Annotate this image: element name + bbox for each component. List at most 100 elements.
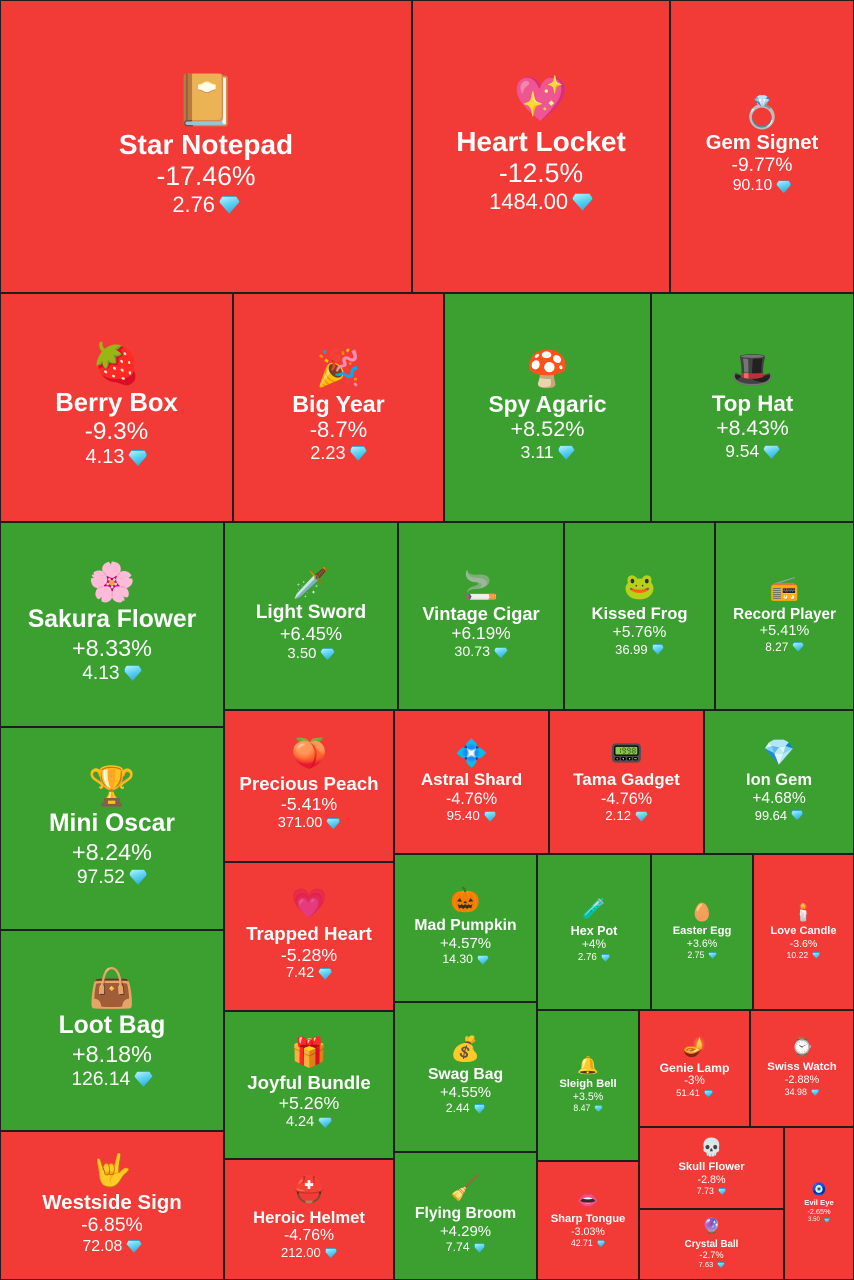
- tile-price-row: 36.99: [615, 642, 664, 658]
- tile-easter-egg[interactable]: 🥚 Easter Egg +3.6% 2.75: [651, 854, 753, 1010]
- tile-name: Record Player: [733, 605, 836, 623]
- tile-name: Sakura Flower: [27, 606, 197, 634]
- tile-flying-broom[interactable]: 🧹 Flying Broom +4.29% 7.74: [394, 1152, 537, 1280]
- ion-gem-icon: 💎: [763, 739, 795, 768]
- tile-price-row: 8.27: [765, 640, 804, 654]
- tile-evil-eye[interactable]: 🧿 Evil Eye -2.65% 3.50: [784, 1127, 854, 1280]
- tile-price-row: 14.30: [442, 952, 489, 967]
- tile-astral-shard[interactable]: 💠 Astral Shard -4.76% 95.40: [394, 710, 549, 854]
- tile-change: +3.6%: [686, 937, 718, 950]
- tile-tama-gadget[interactable]: 📟 Tama Gadget -4.76% 2.12: [549, 710, 704, 854]
- diamond-icon: [600, 953, 611, 962]
- tile-mini-oscar[interactable]: 🏆 Mini Oscar +8.24% 97.52: [0, 727, 224, 930]
- diamond-icon: [473, 1103, 486, 1114]
- tile-change: -5.41%: [280, 794, 338, 815]
- sleigh-bell-icon: 🔔: [577, 1055, 599, 1075]
- tile-price: 14.30: [442, 952, 473, 967]
- tile-light-sword[interactable]: 🗡️ Light Sword +6.45% 3.50: [224, 522, 398, 710]
- tile-love-candle[interactable]: 🕯️ Love Candle -3.6% 10.22: [753, 854, 854, 1010]
- tile-price: 8.47: [573, 1103, 591, 1114]
- tile-price-row: 2.23: [310, 442, 367, 465]
- tile-price-row: 7.42: [285, 965, 333, 983]
- diamond-icon: [703, 1089, 713, 1098]
- tile-name: Crystal Ball: [684, 1238, 739, 1250]
- tile-sleigh-bell[interactable]: 🔔 Sleigh Bell +3.5% 8.47: [537, 1010, 639, 1161]
- diamond-icon: [318, 968, 333, 980]
- tile-genie-lamp[interactable]: 🪔 Genie Lamp -3% 51.41: [639, 1010, 750, 1127]
- tile-swag-bag[interactable]: 💰 Swag Bag +4.55% 2.44: [394, 1002, 537, 1152]
- tile-price: 3.50: [287, 645, 317, 663]
- skull-flower-icon: 💀: [700, 1137, 723, 1158]
- tile-price-row: 3.50: [808, 1217, 830, 1224]
- tile-price: 4.13: [85, 446, 125, 469]
- tile-ion-gem[interactable]: 💎 Ion Gem +4.68% 99.64: [704, 710, 854, 854]
- tile-change: +8.43%: [716, 416, 789, 440]
- tile-crystal-ball[interactable]: 🔮 Crystal Ball -2.7% 7.63: [639, 1209, 784, 1280]
- diamond-icon: [708, 951, 717, 959]
- tile-price: 7.74: [445, 1240, 470, 1255]
- tile-berry-box[interactable]: 🍓 Berry Box -9.3% 4.13: [0, 293, 233, 522]
- tile-star-notepad[interactable]: 📔 Star Notepad -17.46% 2.76: [0, 0, 412, 293]
- tile-record-player[interactable]: 📻 Record Player +5.41% 8.27: [715, 522, 854, 710]
- diamond-icon: [320, 648, 335, 661]
- tile-heroic-helmet[interactable]: ⛑️ Heroic Helmet -4.76% 212.00: [224, 1159, 394, 1280]
- tile-price-row: 8.47: [573, 1103, 603, 1114]
- diamond-icon: [810, 1088, 820, 1096]
- tile-price-row: 212.00: [281, 1245, 337, 1261]
- tile-price-row: 1484.00: [489, 189, 593, 215]
- tile-price: 42.71: [570, 1238, 593, 1249]
- tile-sharp-tongue[interactable]: 👄 Sharp Tongue -3.03% 42.71: [537, 1161, 639, 1280]
- tile-joyful-bundle[interactable]: 🎁 Joyful Bundle +5.26% 4.24: [224, 1011, 394, 1159]
- tile-name: Heart Locket: [456, 125, 626, 157]
- star-notepad-icon: 📔: [174, 72, 238, 129]
- tile-precious-peach[interactable]: 🍑 Precious Peach -5.41% 371.00: [224, 710, 394, 862]
- diamond-icon: [572, 192, 593, 211]
- top-hat-icon: 🎩: [731, 350, 774, 389]
- tile-price: 2.75: [687, 949, 705, 960]
- tile-price: 2.44: [445, 1101, 470, 1116]
- big-year-icon: 🎉: [316, 347, 361, 388]
- tile-gem-signet[interactable]: 💍 Gem Signet -9.77% 90.10: [670, 0, 854, 293]
- tile-price: 99.64: [754, 807, 787, 823]
- diamond-icon: [473, 1242, 486, 1253]
- westside-sign-icon: 🤟: [92, 1152, 132, 1189]
- tile-change: +6.45%: [279, 624, 343, 645]
- tile-change: +4.57%: [439, 935, 492, 953]
- tile-trapped-heart[interactable]: 💗 Trapped Heart -5.28% 7.42: [224, 862, 394, 1011]
- tile-skull-flower[interactable]: 💀 Skull Flower -2.8% 7.73: [639, 1127, 784, 1209]
- tile-mad-pumpkin[interactable]: 🎃 Mad Pumpkin +4.57% 14.30: [394, 854, 537, 1002]
- tile-spy-agaric[interactable]: 🍄 Spy Agaric +8.52% 3.11: [444, 293, 651, 522]
- tile-change: -8.7%: [309, 417, 368, 443]
- tile-price: 4.24: [285, 1113, 315, 1130]
- tile-top-hat[interactable]: 🎩 Top Hat +8.43% 9.54: [651, 293, 854, 522]
- tile-name: Swag Bag: [427, 1066, 504, 1084]
- tile-kissed-frog[interactable]: 🐸 Kissed Frog +5.76% 36.99: [564, 522, 715, 710]
- tile-hex-pot[interactable]: 🧪 Hex Pot +4% 2.76: [537, 854, 651, 1010]
- tile-change: -4.76%: [600, 789, 653, 808]
- tile-big-year[interactable]: 🎉 Big Year -8.7% 2.23: [233, 293, 444, 522]
- diamond-icon: [477, 954, 489, 965]
- tile-vintage-cigar[interactable]: 🚬 Vintage Cigar +6.19% 30.73: [398, 522, 564, 710]
- tile-price-row: 2.44: [445, 1101, 486, 1116]
- diamond-icon: [126, 1239, 142, 1253]
- diamond-icon: [792, 642, 804, 652]
- tile-sakura-flower[interactable]: 🌸 Sakura Flower +8.33% 4.13: [0, 522, 224, 727]
- tile-price-row: 371.00: [278, 815, 341, 833]
- diamond-icon: [483, 810, 497, 822]
- diamond-icon: [326, 817, 341, 830]
- tile-name: Spy Agaric: [488, 390, 607, 417]
- tile-westside-sign[interactable]: 🤟 Westside Sign -6.85% 72.08: [0, 1131, 224, 1280]
- light-sword-icon: 🗡️: [292, 566, 330, 600]
- tile-heart-locket[interactable]: 💖 Heart Locket -12.5% 1484.00: [412, 0, 670, 293]
- tile-price: 95.40: [446, 808, 480, 824]
- tile-loot-bag[interactable]: 👜 Loot Bag +8.18% 126.14: [0, 930, 224, 1131]
- tile-name: Skull Flower: [678, 1160, 745, 1173]
- tile-price: 2.23: [310, 442, 346, 463]
- tile-price: 7.42: [285, 965, 315, 982]
- tile-price: 4.13: [82, 662, 120, 684]
- tile-swiss-watch[interactable]: ⌚ Swiss Watch -2.88% 34.98: [750, 1010, 854, 1127]
- precious-peach-icon: 🍑: [291, 737, 327, 770]
- sharp-tongue-icon: 👄: [577, 1190, 599, 1210]
- tile-price: 2.12: [605, 808, 632, 824]
- tile-price-row: 4.24: [285, 1113, 333, 1132]
